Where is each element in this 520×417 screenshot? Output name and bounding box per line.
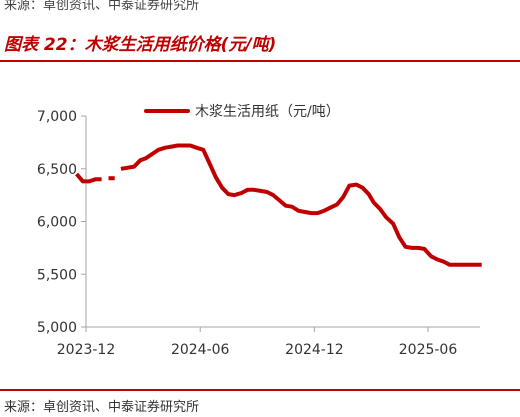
x-tick-label: 2024-12: [285, 342, 344, 358]
title-divider: [0, 60, 520, 62]
x-tick-label: 2025-06: [399, 342, 458, 358]
series-line: [75, 172, 102, 184]
chart-ticks: 5,000 5,500 6,000 6,500 7,000 2023-12 2024-06 2…: [37, 109, 457, 358]
source-note-bottom: 来源：卓创资讯、中泰证券研究所: [4, 400, 200, 415]
x-tick-label: 2024-06: [171, 342, 230, 358]
footer-divider: [0, 389, 520, 391]
y-tick-label: 6,000: [37, 215, 77, 231]
chart-series: [75, 143, 482, 267]
y-tick-label: 7,000: [37, 109, 77, 125]
chart-axes: [85, 116, 480, 328]
y-tick-label: 5,000: [37, 320, 77, 336]
chart-legend: 木浆生活用纸（元/吨）: [144, 104, 340, 120]
figure-title: 图表 22：木浆生活用纸价格(元/吨): [4, 35, 277, 55]
series-line: [120, 143, 482, 267]
source-note-top: 来源：卓创资讯、中泰证券研究所: [4, 0, 200, 13]
legend-label: 木浆生活用纸（元/吨）: [195, 104, 340, 120]
y-tick-label: 6,500: [37, 162, 77, 178]
x-tick-label: 2023-12: [57, 342, 116, 358]
y-tick-label: 5,500: [37, 267, 77, 283]
